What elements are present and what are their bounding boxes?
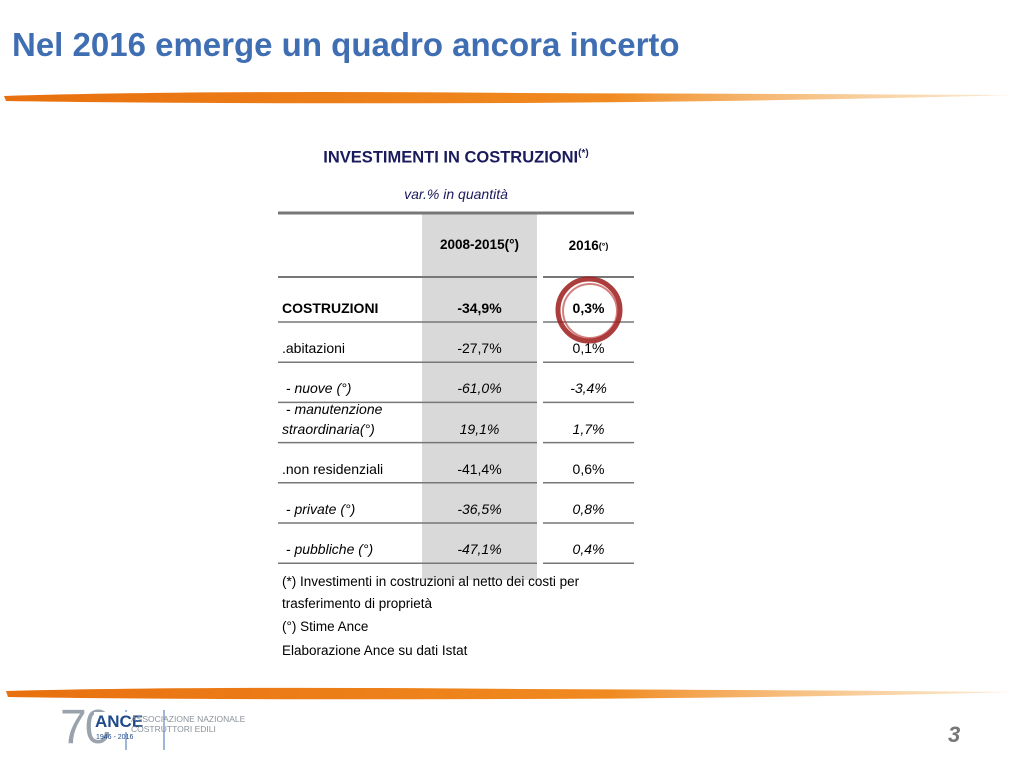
- highlight-circle: [555, 276, 623, 344]
- footnote: Elaborazione Ance su dati Istat: [282, 643, 468, 658]
- table-cell: 1,7%: [572, 420, 605, 437]
- table-cell: 0,8%: [572, 501, 605, 517]
- column-shade: [422, 213, 537, 580]
- table-title-text: INVESTIMENTI IN COSTRUZIONI: [323, 148, 579, 167]
- table-title-note: (*): [578, 148, 589, 159]
- table-cell: 19,1%: [459, 420, 500, 437]
- footnote: (*) Investimenti in costruzioni al netto…: [282, 574, 580, 611]
- column-header-note: (°): [598, 241, 609, 251]
- table-cell: -41,4%: [457, 460, 502, 477]
- table-cell: -47,1%: [457, 541, 502, 558]
- row-label: - pubbliche (°): [282, 541, 374, 558]
- table-cell: 0,6%: [572, 460, 605, 477]
- column-header-text: 2016: [568, 238, 599, 253]
- page-number: 3: [948, 722, 961, 747]
- footnote: (°) Stime Ance: [282, 619, 369, 634]
- column-header: 2016 (°): [543, 215, 634, 277]
- brush-stroke: [4, 92, 1012, 104]
- row-label: - nuove (°): [282, 380, 352, 397]
- logo-org: ASSOCIAZIONE NAZIONALE COSTRUTTORI EDILI: [131, 714, 245, 734]
- brush-stroke: [6, 687, 1012, 700]
- column-header: 2008-2015(°): [440, 237, 519, 252]
- table-cell: -27,7%: [457, 340, 502, 357]
- highlight-circle: [562, 283, 618, 339]
- logo-org-line: COSTRUTTORI EDILI: [131, 724, 216, 734]
- table-cell: -61,0%: [457, 380, 502, 397]
- logo-name: ANCE: [94, 712, 145, 732]
- row-label: - manutenzione straordinaria(°): [282, 400, 387, 437]
- table-cell: 0,3%: [572, 300, 605, 316]
- table-cell: 0,1%: [572, 340, 605, 357]
- row-label: .non residenziali: [282, 460, 384, 477]
- table-cell: -3,4%: [570, 380, 607, 397]
- logo-org-line: ASSOCIAZIONE NAZIONALE: [131, 714, 246, 724]
- table-cell: 0,4%: [572, 541, 605, 558]
- logo-years: 1946 - 2016: [96, 734, 134, 741]
- row-label: .abitazioni: [282, 340, 346, 357]
- table-cell: -34,9%: [457, 300, 502, 316]
- table-subtitle: var.% in quantità: [404, 186, 508, 202]
- row-label: - private (°): [282, 501, 356, 517]
- table-cell: -36,5%: [457, 501, 502, 517]
- slide-title: Nel 2016 emerge un quadro ancora incerto: [12, 26, 680, 63]
- table-title: INVESTIMENTI IN COSTRUZIONI(*): [278, 148, 634, 168]
- row-label: COSTRUZIONI: [282, 300, 379, 316]
